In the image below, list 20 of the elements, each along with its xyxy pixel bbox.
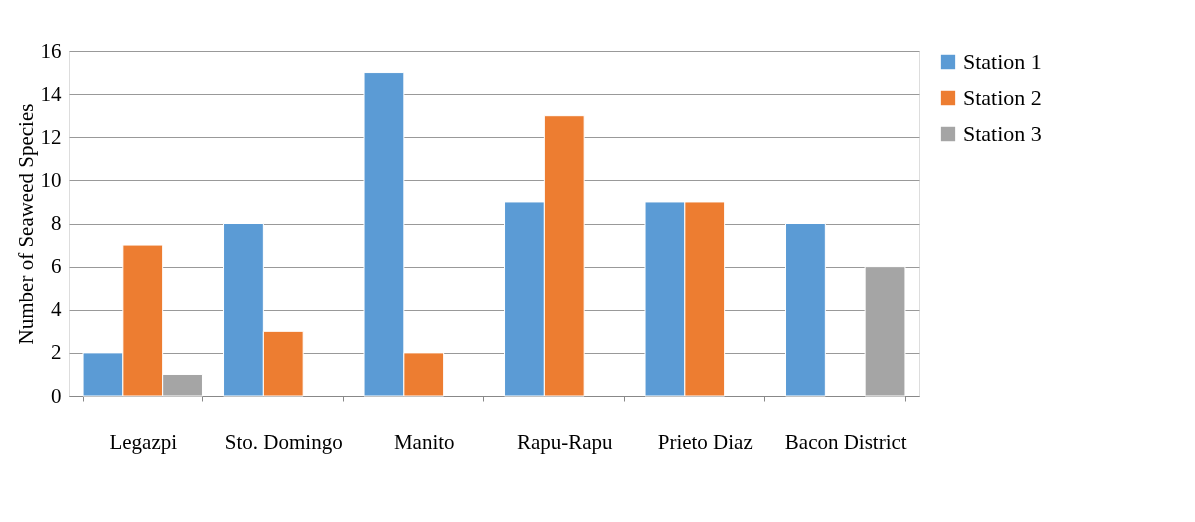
y-tick-label: 0 [51, 383, 62, 408]
bar [785, 223, 826, 397]
x-tick-label: Sto. Domingo [224, 429, 343, 454]
y-tick-label: 2 [51, 340, 62, 365]
y-tick-label: 8 [51, 211, 62, 235]
x-tick-label: Bacon District [784, 429, 907, 454]
legend-label: Station 2 [963, 85, 1042, 110]
x-tick-label: Prieto Diaz [657, 429, 753, 454]
y-axis-title: Number of Seaweed Species [13, 103, 38, 345]
y-tick-label: 4 [51, 297, 62, 322]
legend-label: Station 3 [963, 121, 1042, 146]
x-tick-label: Manito [393, 429, 455, 454]
y-tick-label: 10 [40, 167, 62, 192]
legend-label: Station 1 [963, 49, 1042, 74]
y-tick-label: 6 [51, 254, 62, 279]
y-tick-label: 12 [40, 124, 62, 149]
x-tick-label: Legazpi [109, 429, 178, 454]
x-tick-label: Rapu-Rapu [516, 429, 614, 454]
y-tick-label: 14 [40, 81, 62, 106]
y-tick-label: 16 [40, 38, 62, 63]
